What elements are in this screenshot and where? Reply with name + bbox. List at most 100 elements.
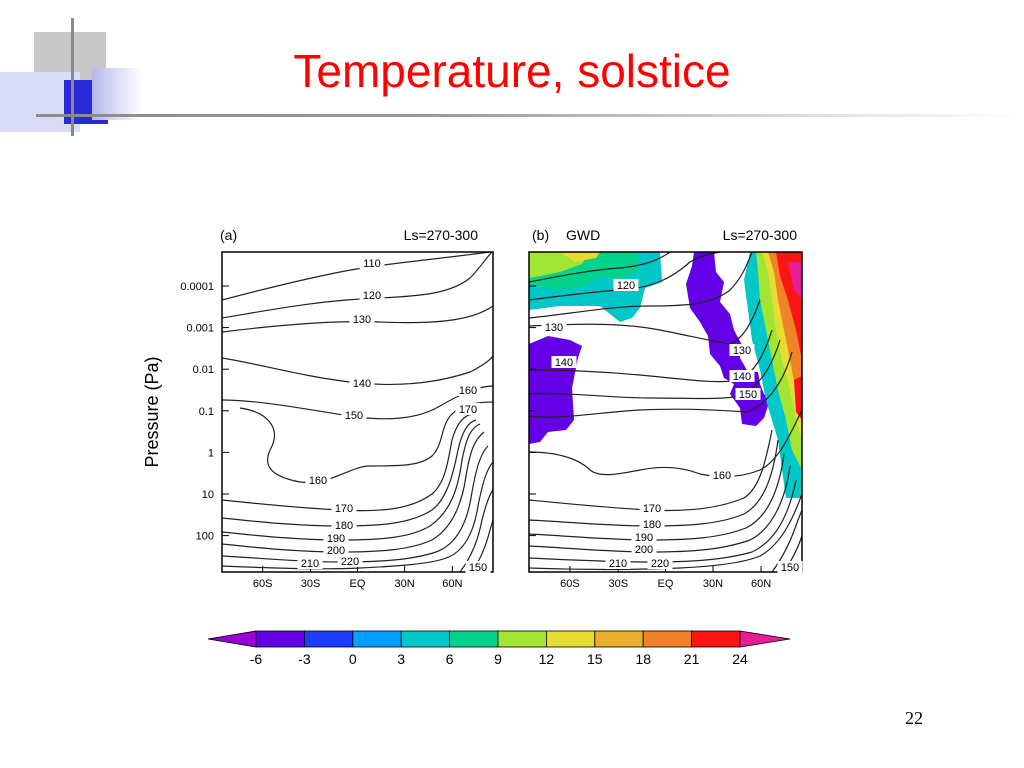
contour-label-bg xyxy=(297,557,323,569)
contour-label-bg xyxy=(331,519,357,531)
x-tick-label: 30N xyxy=(395,578,415,590)
contour-label: 150 xyxy=(739,389,757,401)
contour-label-bg xyxy=(631,543,657,555)
contour-label-bg xyxy=(337,555,363,567)
contour-label: 130 xyxy=(733,345,751,357)
colorbar-arrow-right xyxy=(739,630,791,648)
contour-label-bg xyxy=(551,356,577,368)
colorbar-tick-label: 18 xyxy=(635,651,651,667)
colorbar-segment xyxy=(642,630,693,648)
x-tick-label: 60S xyxy=(253,578,273,590)
contour-label: 160 xyxy=(459,385,477,397)
colorbar-segment xyxy=(546,630,596,648)
x-tick-label: EQ xyxy=(658,578,674,590)
contour-label-bg xyxy=(323,532,349,544)
colorbar-tick-label: 21 xyxy=(684,651,700,667)
panel-b-label: (b) xyxy=(532,227,549,243)
contour-label-bg xyxy=(359,257,385,269)
contour-label: 190 xyxy=(635,532,653,544)
shade-purple-left xyxy=(529,336,582,444)
contour-label-bg xyxy=(331,502,357,514)
contour-label-bg xyxy=(465,561,491,573)
contour-label-bg xyxy=(613,279,639,291)
contour-label: 140 xyxy=(353,378,371,390)
x-tick-label: EQ xyxy=(350,578,366,590)
colorbar-segment xyxy=(497,630,547,648)
panel-b-contours xyxy=(529,252,802,572)
contour-label-bg xyxy=(349,313,375,325)
deco-horizontal-line xyxy=(36,114,1024,117)
contour-label: 140 xyxy=(733,371,751,383)
contour-label: 170 xyxy=(643,503,661,515)
contour-label-bg xyxy=(605,557,631,569)
y-tick-label: 0.01 xyxy=(193,364,214,376)
contour-label-bg xyxy=(349,377,375,389)
y-axis-label: Pressure (Pa) xyxy=(142,356,162,467)
deco-vertical-line xyxy=(71,18,74,136)
colorbar: -6 -3 0 3 6 9 12 15 18 21 24 xyxy=(207,630,791,667)
y-tick-label: 1 xyxy=(208,447,214,459)
contour-label-bg xyxy=(709,469,735,481)
contour-label: 130 xyxy=(545,322,563,334)
contour-label-bg xyxy=(729,344,755,356)
panel-b-tag: GWD xyxy=(566,227,600,243)
contour-label: 110 xyxy=(363,258,381,270)
colorbar-tick-label: 6 xyxy=(446,651,454,667)
contour-label-bg xyxy=(631,531,657,543)
contour-label-bg xyxy=(359,289,385,301)
y-tick-label: 0.001 xyxy=(186,323,214,335)
y-tick-label: 0.1 xyxy=(199,406,214,418)
contour-label: 170 xyxy=(459,404,477,416)
y-tick-label: 100 xyxy=(196,531,214,543)
x-tick-label: 60S xyxy=(560,578,580,590)
contour-label: 150 xyxy=(469,562,487,574)
colorbar-segment xyxy=(691,630,741,648)
panel-b-anomaly-shading xyxy=(529,252,802,498)
contour-label-bg xyxy=(455,384,481,396)
contour-label-bg xyxy=(639,518,665,530)
page-number: 22 xyxy=(905,708,923,728)
contour-label-bg xyxy=(541,321,567,333)
deco-square-fade xyxy=(92,68,142,120)
colorbar-segment xyxy=(594,630,644,648)
colorbar-segment xyxy=(352,630,402,648)
y-tick-label: 0.0001 xyxy=(180,281,214,293)
x-tick-label: 30N xyxy=(703,578,723,590)
panel-a-contours xyxy=(222,252,493,572)
x-tick-label: 30S xyxy=(301,578,321,590)
contour-label: 160 xyxy=(309,475,327,487)
contour-label-bg xyxy=(323,544,349,556)
contour-label: 130 xyxy=(353,314,371,326)
contour-label: 220 xyxy=(651,558,669,570)
contour-label-bg xyxy=(777,561,803,573)
x-tick-label: 60N xyxy=(442,578,462,590)
colorbar-segment xyxy=(449,630,499,648)
contour-label: 190 xyxy=(327,533,345,545)
shade-red-midright xyxy=(794,376,802,420)
colorbar-tick-label: 15 xyxy=(587,651,603,667)
colorbar-segment xyxy=(255,630,305,648)
contour-label: 200 xyxy=(327,545,345,557)
colorbar-segment xyxy=(303,630,354,648)
contour-label: 180 xyxy=(643,519,661,531)
contour-label: 210 xyxy=(609,558,627,570)
contour-label: 210 xyxy=(301,558,319,570)
contour-label: 200 xyxy=(635,544,653,556)
contour-label: 180 xyxy=(335,520,353,532)
colorbar-tick-label: 12 xyxy=(539,651,555,667)
contour-label: 170 xyxy=(335,503,353,515)
contour-label: 220 xyxy=(341,556,359,568)
contour-label-bg xyxy=(341,409,367,421)
colorbar-tick-label: -3 xyxy=(298,651,311,667)
x-tick-label: 30S xyxy=(608,578,628,590)
x-tick-label: 60N xyxy=(751,578,771,590)
colorbar-tick-label: 0 xyxy=(349,651,357,667)
slide-title: Temperature, solstice xyxy=(293,45,731,97)
shade-yellow-topleft xyxy=(560,252,600,262)
panel-b-period: Ls=270-300 xyxy=(723,227,798,243)
panel-a-label: (a) xyxy=(220,227,237,243)
contour-label: 160 xyxy=(713,470,731,482)
contour-label-bg xyxy=(735,388,761,400)
shade-purple-center xyxy=(686,252,770,426)
